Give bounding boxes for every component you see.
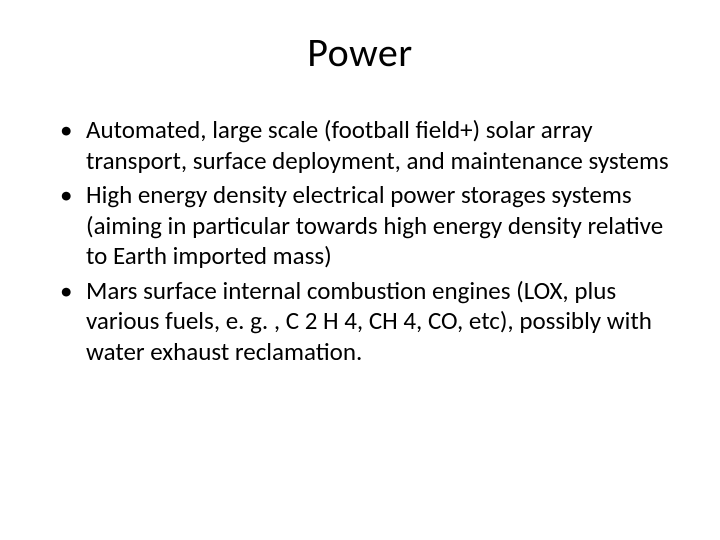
bullet-list: Automated, large scale (football field+)… — [48, 115, 672, 367]
list-item: Mars surface internal combustion engines… — [60, 276, 672, 368]
list-item: High energy density electrical power sto… — [60, 180, 672, 272]
list-item: Automated, large scale (football field+)… — [60, 115, 672, 176]
slide-title: Power — [48, 28, 672, 77]
slide: Power Automated, large scale (football f… — [0, 0, 720, 540]
